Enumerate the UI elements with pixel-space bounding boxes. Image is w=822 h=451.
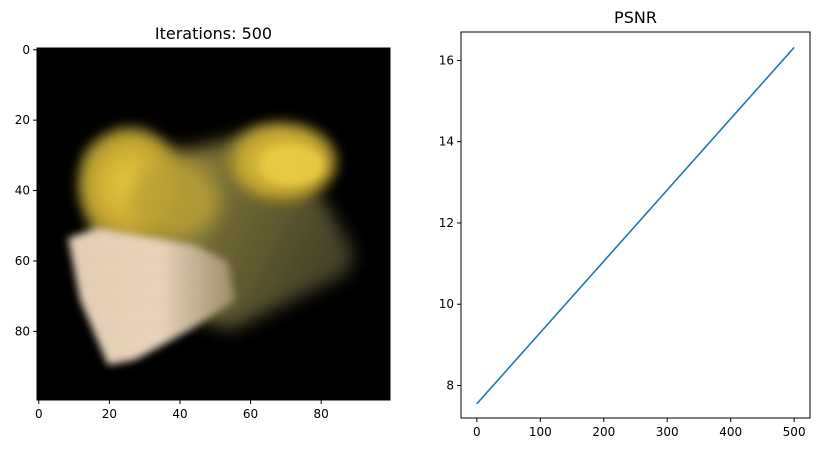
psnr-panel: PSNR 0 100 200 300 400 500 8 10 12 14 16 bbox=[439, 8, 811, 439]
yellow-highlight-right bbox=[260, 145, 324, 185]
psnr-x-tick-label: 100 bbox=[529, 425, 552, 439]
psnr-line bbox=[476, 46, 795, 405]
render-x-tick-label: 60 bbox=[243, 407, 258, 421]
rendered-object bbox=[68, 122, 355, 365]
psnr-y-tick-label: 14 bbox=[439, 135, 454, 149]
psnr-series-group bbox=[476, 46, 795, 405]
psnr-y-tick-label: 8 bbox=[446, 378, 454, 392]
psnr-y-tick-label: 16 bbox=[439, 53, 454, 67]
render-y-tick-label: 40 bbox=[15, 184, 30, 198]
render-title: Iterations: 500 bbox=[155, 24, 272, 43]
render-x-ticks: 0 20 40 60 80 bbox=[35, 400, 329, 421]
render-x-tick-label: 40 bbox=[172, 407, 187, 421]
render-frame bbox=[36, 47, 391, 401]
psnr-title: PSNR bbox=[614, 8, 657, 27]
beige-texture bbox=[79, 255, 211, 336]
render-y-tick-label: 20 bbox=[15, 113, 30, 127]
psnr-x-tick-label: 0 bbox=[473, 425, 481, 439]
render-y-tick-label: 60 bbox=[15, 254, 30, 268]
psnr-y-tick-label: 12 bbox=[439, 216, 454, 230]
render-y-tick-label: 0 bbox=[22, 43, 30, 57]
render-y-ticks: 0 20 40 60 80 bbox=[15, 43, 37, 338]
psnr-x-tick-label: 200 bbox=[592, 425, 615, 439]
psnr-y-ticks: 8 10 12 14 16 bbox=[439, 53, 461, 392]
yellow-blob-center bbox=[130, 160, 220, 240]
beige-block bbox=[68, 228, 235, 365]
psnr-x-tick-label: 400 bbox=[719, 425, 742, 439]
render-y-tick-label: 80 bbox=[15, 324, 30, 338]
render-x-tick-label: 80 bbox=[314, 407, 329, 421]
psnr-y-tick-label: 10 bbox=[439, 297, 454, 311]
psnr-x-tick-label: 500 bbox=[783, 425, 806, 439]
render-x-tick-label: 20 bbox=[102, 407, 117, 421]
render-x-tick-label: 0 bbox=[35, 407, 43, 421]
render-panel: Iterations: 500 0 20 40 60 80 0 20 40 60 80 bbox=[15, 24, 391, 421]
psnr-x-ticks: 0 100 200 300 400 500 bbox=[473, 418, 806, 439]
psnr-x-tick-label: 300 bbox=[656, 425, 679, 439]
